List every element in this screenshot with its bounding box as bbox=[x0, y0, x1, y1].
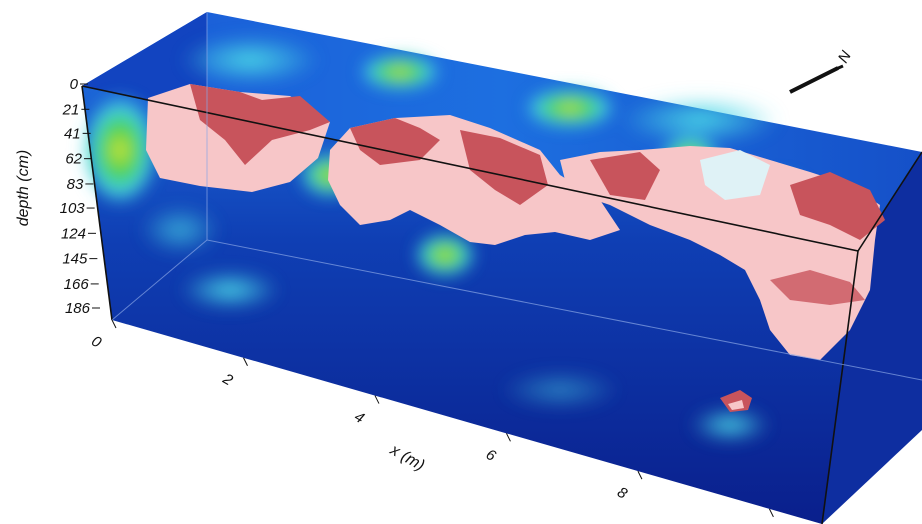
x-tick-label: 4 bbox=[351, 408, 367, 427]
isosurface-bodies bbox=[146, 84, 885, 412]
volume-back-edges bbox=[111, 12, 922, 381]
depth-tick-label: 41 bbox=[64, 125, 81, 142]
x-tick-mark bbox=[111, 319, 117, 329]
depth-tick-label: 145 bbox=[62, 251, 88, 268]
depth-axis-title: depth (cm) bbox=[15, 150, 32, 226]
x-tick-mark bbox=[768, 508, 774, 518]
depth-tick-label: 186 bbox=[65, 300, 91, 317]
depth-axis: 0 21 41 62 83 103 124 145 166 186 bbox=[60, 76, 100, 317]
x-tick-mark bbox=[243, 357, 248, 367]
x-axis-title: x (m) bbox=[386, 441, 427, 474]
x-tick-mark bbox=[637, 470, 643, 480]
depth-tick-label: 103 bbox=[60, 200, 86, 217]
north-arrow-icon: N bbox=[789, 48, 855, 94]
volume-front-face bbox=[82, 86, 858, 524]
x-tick-label: 6 bbox=[483, 446, 499, 465]
depth-tick-label: 62 bbox=[65, 151, 82, 168]
volume-right-face bbox=[822, 152, 922, 524]
x-tick-label: 8 bbox=[614, 484, 630, 503]
volume-edges bbox=[81, 85, 922, 524]
x-tick-mark bbox=[374, 395, 380, 404]
depth-tick-label: 166 bbox=[64, 276, 90, 293]
x-tick-label: 10 bbox=[742, 519, 766, 524]
depth-tick-label: 83 bbox=[67, 176, 84, 193]
north-label: N bbox=[835, 48, 855, 66]
depth-tick-label: 124 bbox=[61, 225, 86, 242]
x-tick-mark bbox=[505, 433, 511, 442]
x-tick-label: 0 bbox=[88, 333, 104, 352]
x-tick-label: 2 bbox=[219, 370, 236, 390]
depth-tick-label: 0 bbox=[70, 76, 79, 93]
depth-tick-label: 21 bbox=[62, 101, 80, 118]
